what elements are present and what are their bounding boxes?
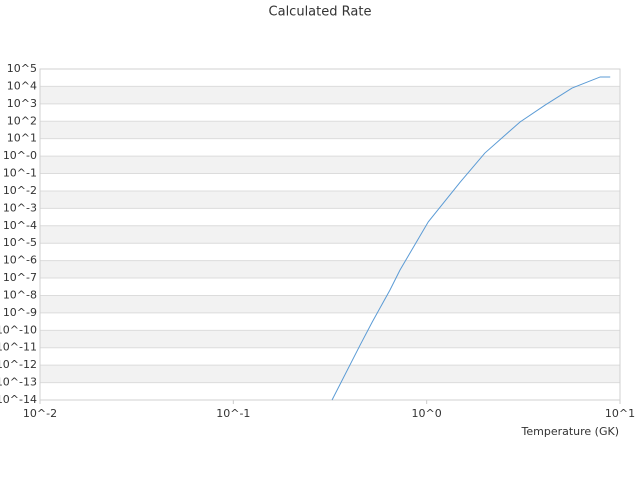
y-tick-label: 10^-9 bbox=[3, 306, 37, 319]
x-tick-label: 10^1 bbox=[605, 407, 635, 420]
grid-band bbox=[40, 208, 620, 226]
grid-band bbox=[40, 156, 620, 174]
y-tick-label: 10^-7 bbox=[3, 271, 37, 284]
y-tick-label: 10^-1 bbox=[3, 167, 37, 180]
grid-band bbox=[40, 295, 620, 313]
y-tick-label: 10^3 bbox=[7, 97, 37, 110]
y-tick-label: 10^5 bbox=[7, 62, 37, 75]
y-tick-label: 10^-6 bbox=[3, 254, 37, 267]
y-tick-label: 10^-10 bbox=[0, 323, 37, 336]
x-tick-label: 10^0 bbox=[412, 407, 442, 420]
chart-title: Calculated Rate bbox=[269, 5, 372, 20]
x-tick-label: 10^-1 bbox=[216, 407, 250, 420]
y-tick-label: 10^-12 bbox=[0, 358, 37, 371]
grid-band bbox=[40, 86, 620, 104]
plot-border bbox=[39, 68, 621, 401]
y-tick-label: 10^2 bbox=[7, 114, 37, 127]
y-tick-label: 10^-8 bbox=[3, 288, 37, 301]
x-axis-title: Temperature (GK) bbox=[521, 425, 620, 438]
grid-band bbox=[40, 243, 620, 261]
grid-band bbox=[40, 69, 620, 87]
grid-band bbox=[40, 278, 620, 296]
grid-band bbox=[40, 173, 620, 191]
y-tick-label: 10^-4 bbox=[3, 219, 37, 232]
grid-band bbox=[40, 330, 620, 348]
grid-band bbox=[40, 138, 620, 157]
y-tick-label: 10^1 bbox=[7, 132, 37, 145]
grid-band bbox=[40, 365, 620, 383]
grid-band bbox=[40, 312, 620, 331]
grid-band bbox=[40, 347, 620, 366]
grid-band bbox=[40, 190, 620, 209]
data-line bbox=[331, 76, 611, 401]
y-tick-label: 10^-11 bbox=[0, 341, 37, 354]
y-tick-label: 10^-13 bbox=[0, 376, 37, 389]
y-tick-label: 10^-0 bbox=[3, 149, 37, 162]
y-tick-label: 10^4 bbox=[7, 79, 37, 92]
y-tick-label: 10^-5 bbox=[3, 236, 37, 249]
y-tick-label: 10^-14 bbox=[0, 393, 37, 406]
grid-band bbox=[40, 103, 620, 122]
y-tick-label: 10^-2 bbox=[3, 184, 37, 197]
grid-band bbox=[40, 225, 620, 244]
x-tick-label: 10^-2 bbox=[23, 407, 57, 420]
grid-band bbox=[40, 260, 620, 279]
grid-band bbox=[40, 382, 620, 400]
grid-band bbox=[40, 121, 620, 139]
y-tick-label: 10^-3 bbox=[3, 201, 37, 214]
